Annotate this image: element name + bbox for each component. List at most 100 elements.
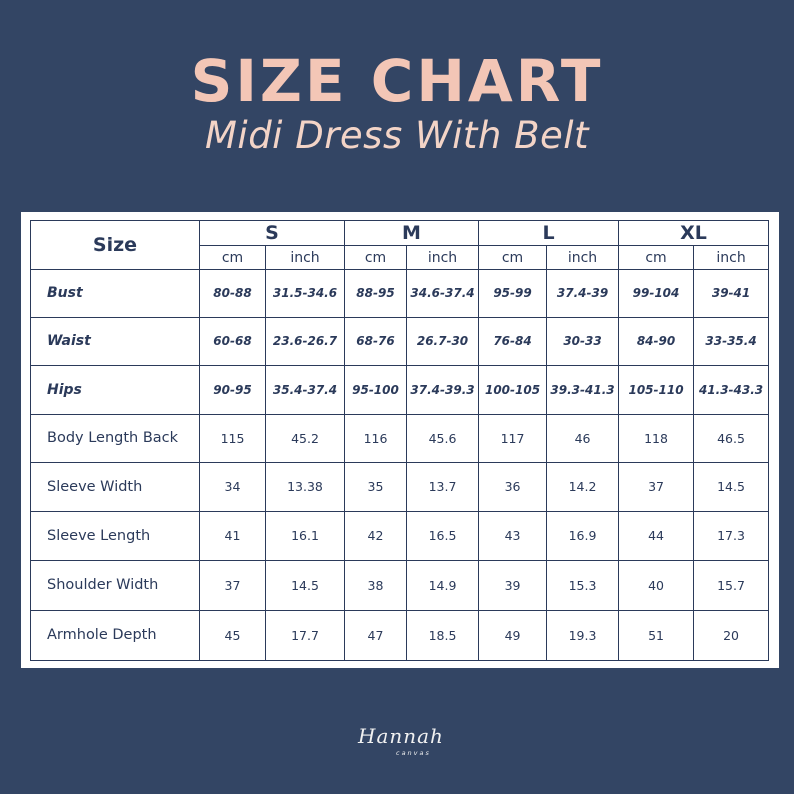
row-label: Armhole Depth [30,609,200,662]
size-xl-header: XL [618,220,770,246]
size-header-row: Size S M L XL [30,220,770,270]
table-cell: 40 [618,559,695,611]
table-cell: 35.4-37.4 [265,364,345,415]
table-cell: 90-95 [199,364,266,415]
table-cell: 37.4-39.3 [405,364,480,415]
table-cell: 95-100 [344,364,407,415]
unit-cm-header: cm [478,245,548,270]
table-cell: 116 [344,413,407,463]
table-cell: 100-105 [478,364,548,415]
table-cell: 105-110 [618,364,695,415]
unit-inch-header: inch [693,245,770,270]
table-cell: 36 [478,461,548,512]
table-cell: 33-35.4 [693,316,770,366]
table-row: Hips 90-95 35.4-37.4 95-100 37.4-39.3 100-105… [30,364,770,415]
row-label: Hips [30,364,200,415]
table-cell: 13.38 [265,461,345,512]
table-cell: 88-95 [344,269,407,318]
table-cell: 14.5 [265,559,345,611]
table-cell: 115 [199,413,266,463]
table-cell: 18.5 [405,609,480,662]
table-cell: 68-76 [344,316,407,366]
table-cell: 16.9 [546,510,620,561]
table-cell: 41 [199,510,266,561]
table-cell: 39-41 [693,269,770,318]
unit-cm-header: cm [618,245,695,270]
table-cell: 39.3-41.3 [546,364,620,415]
table-cell: 41.3-43.3 [693,364,770,415]
table-cell: 13.7 [405,461,480,512]
table-cell: 17.7 [265,609,345,662]
unit-cm-header: cm [199,245,266,270]
table-cell: 20 [693,609,770,662]
table-cell: 99-104 [618,269,695,318]
table-cell: 49 [478,609,548,662]
table-cell: 14.2 [546,461,620,512]
table-row: Sleeve Length 41 16.1 42 16.5 43 16.9 44 17.3 [30,510,770,561]
table-cell: 44 [618,510,695,561]
brand-logo: Hannah canvas [350,722,450,772]
table-cell: 34.6-37.4 [405,269,480,318]
table-cell: 47 [344,609,407,662]
table-cell: 35 [344,461,407,512]
table-cell: 43 [478,510,548,561]
table-cell: 45 [199,609,266,662]
unit-inch-header: inch [265,245,345,270]
logo-sub-text: canvas [396,749,431,757]
table-cell: 17.3 [693,510,770,561]
table-cell: 37 [618,461,695,512]
size-chart-card: Size S M L XL cm inch cm inch cm inch cm… [21,212,779,668]
table-cell: 30-33 [546,316,620,366]
row-label: Shoulder Width [30,559,200,611]
size-s-header: S [199,220,345,246]
page-subtitle: Midi Dress With Belt [204,114,590,157]
table-cell: 14.5 [693,461,770,512]
unit-header-row: cm inch cm inch cm inch cm inch [31,245,770,270]
table-cell: 19.3 [546,609,620,662]
table-cell: 95-99 [478,269,548,318]
table-cell: 46 [546,413,620,463]
logo-main-text: Hannah [358,724,444,748]
row-label: Sleeve Length [30,510,200,561]
table-row: Body Length Back 115 45.2 116 45.6 117 46 118 46… [30,413,770,463]
table-cell: 42 [344,510,407,561]
table-cell: 23.6-26.7 [265,316,345,366]
table-cell: 118 [618,413,695,463]
table-cell: 80-88 [199,269,266,318]
table-cell: 34 [199,461,266,512]
table-cell: 37.4-39 [546,269,620,318]
table-cell: 15.3 [546,559,620,611]
size-l-header: L [478,220,620,246]
table-cell: 117 [478,413,548,463]
table-cell: 15.7 [693,559,770,611]
table-cell: 46.5 [693,413,770,463]
unit-inch-header: inch [405,245,480,270]
table-cell: 38 [344,559,407,611]
row-label: Sleeve Width [30,461,200,512]
page-title: SIZE CHART [190,47,604,115]
table-row: Armhole Depth 45 17.7 47 18.5 49 19.3 51 20 [30,609,770,662]
table-cell: 45.6 [405,413,480,463]
table-row: Sleeve Width 34 13.38 35 13.7 36 14.2 37 14.5 [30,461,770,512]
size-corner-label: Size [30,220,200,270]
table-cell: 16.5 [405,510,480,561]
table-cell: 60-68 [199,316,266,366]
table-cell: 31.5-34.6 [265,269,345,318]
table-cell: 51 [618,609,695,662]
size-m-header: M [343,220,480,246]
table-cell: 14.9 [405,559,480,611]
table-row: Shoulder Width 37 14.5 38 14.9 39 15.3 40 15.7 [30,559,770,611]
table-row: Bust 80-88 31.5-34.6 88-95 34.6-37.4 95-99 37.… [30,269,770,318]
unit-inch-header: inch [546,245,620,270]
table-cell: 26.7-30 [405,316,480,366]
table-cell: 16.1 [265,510,345,561]
size-table-body: Bust 80-88 31.5-34.6 88-95 34.6-37.4 95-99 37.… [30,269,770,662]
table-cell: 84-90 [618,316,695,366]
row-label: Body Length Back [30,413,200,463]
size-table: Size S M L XL cm inch cm inch cm inch cm… [30,220,770,662]
row-label: Bust [30,269,200,318]
table-row: Waist 60-68 23.6-26.7 68-76 26.7-30 76-84 30-3… [30,316,770,366]
table-cell: 37 [199,559,266,611]
table-cell: 76-84 [478,316,548,366]
table-cell: 39 [478,559,548,611]
